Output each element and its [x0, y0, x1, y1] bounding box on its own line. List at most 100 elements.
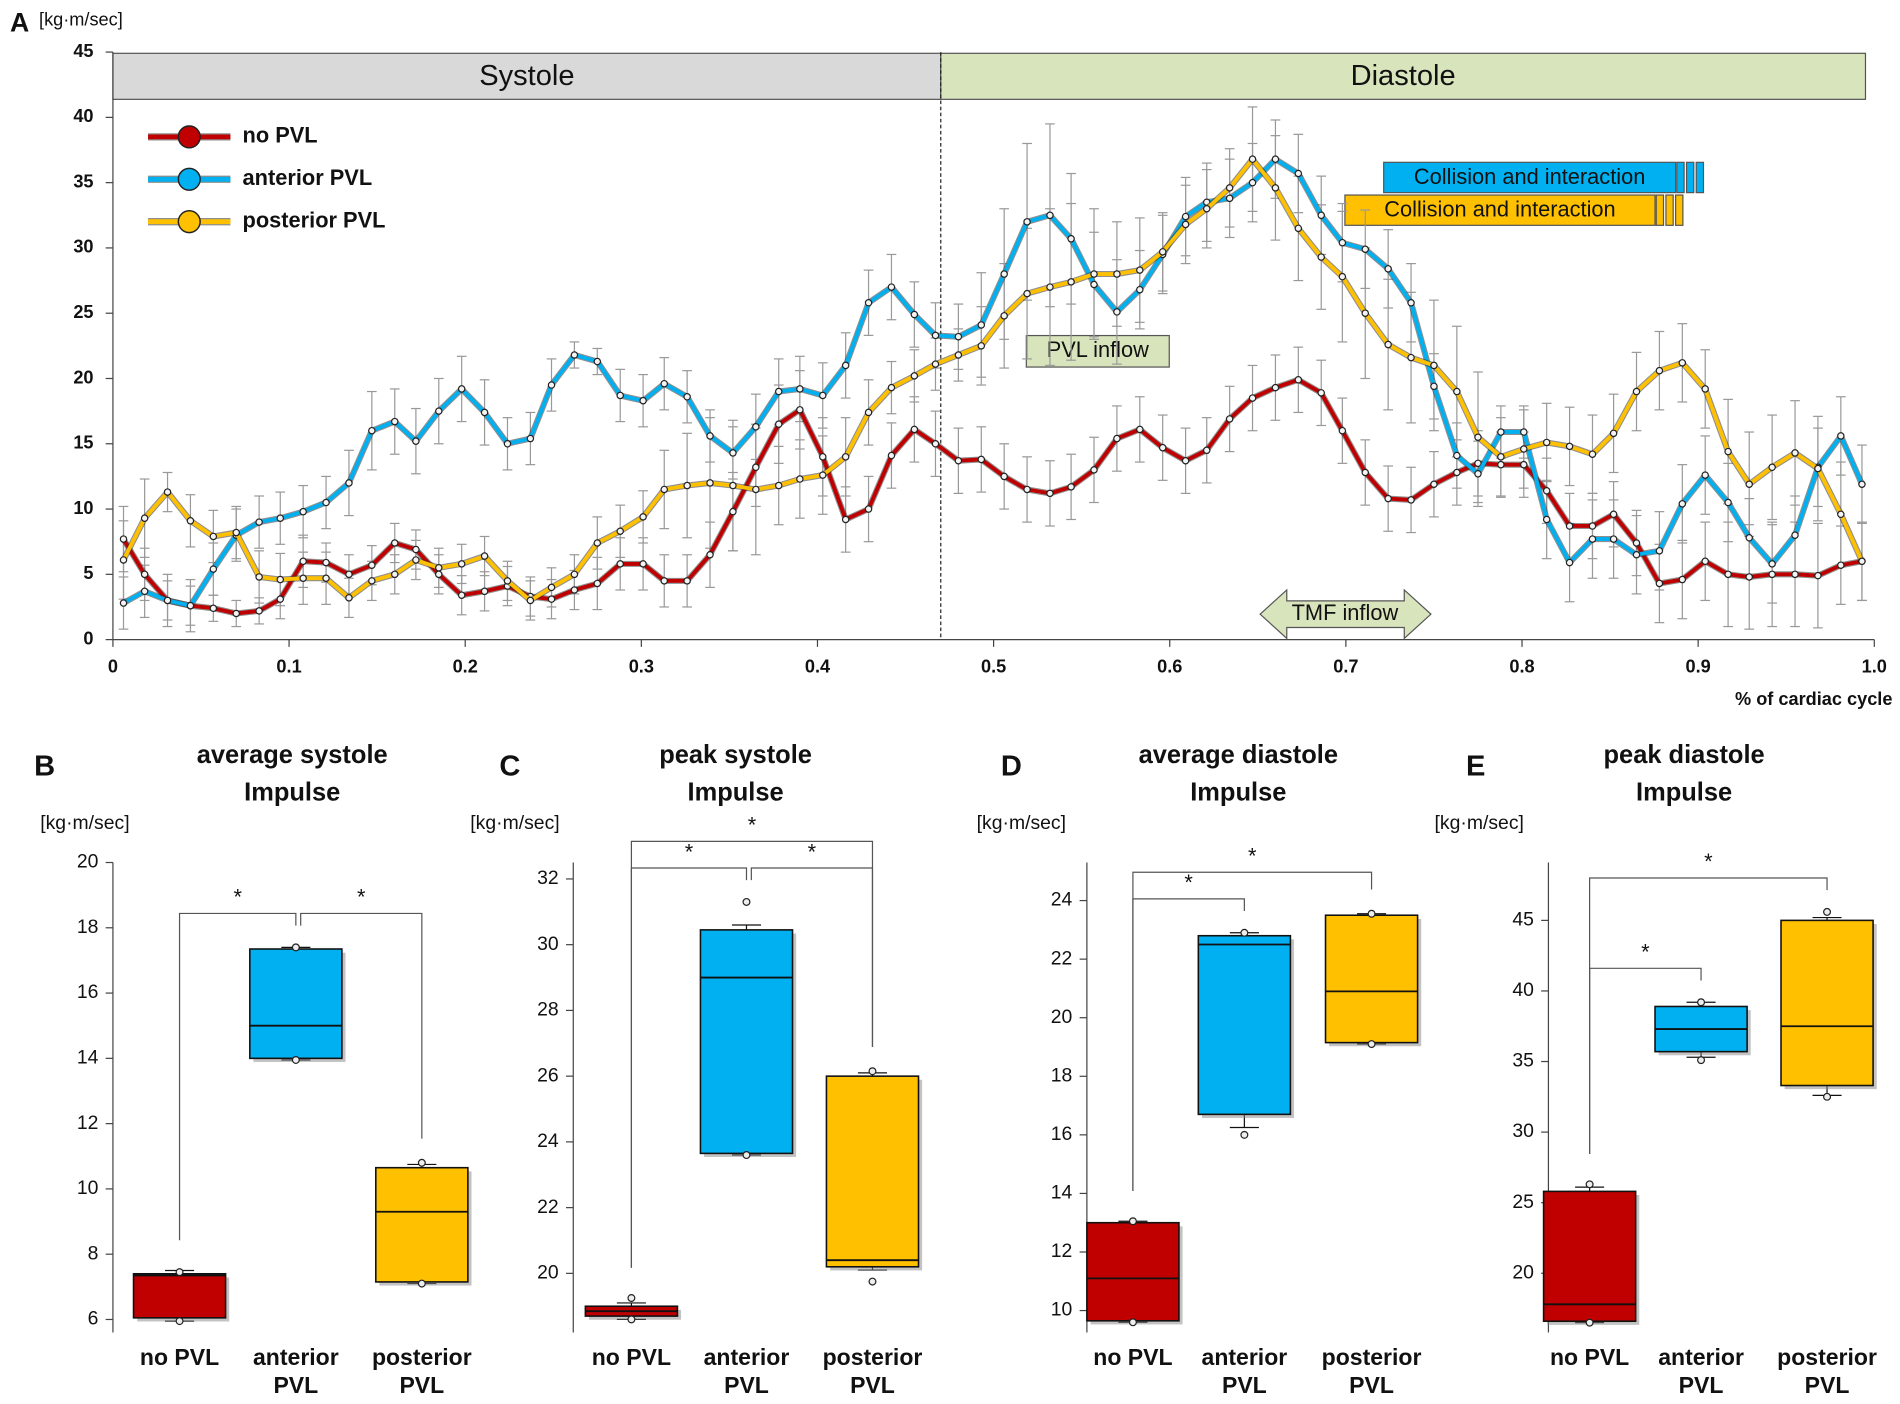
data-point [1136, 266, 1144, 274]
data-point [954, 351, 963, 359]
data-point [1248, 394, 1257, 402]
significance-label: * [357, 885, 366, 910]
data-point [864, 408, 873, 417]
y-axis-unit: [kg·m/sec] [1435, 812, 1524, 834]
data-point [1181, 456, 1190, 465]
data-point [1520, 428, 1528, 436]
significance-bracket [1132, 871, 1373, 1191]
y-tick-label: 40 [1512, 979, 1534, 1001]
data-point [1317, 211, 1325, 220]
annotation: Collision and interaction [1414, 164, 1645, 189]
data-point [232, 528, 240, 537]
box [1086, 1221, 1180, 1322]
data-point [1338, 238, 1347, 247]
y-tick-label: 10 [1051, 1299, 1073, 1321]
data-point [1453, 468, 1461, 477]
data-point [1271, 184, 1280, 192]
data-point [1632, 387, 1641, 396]
annotation-tick [1695, 161, 1705, 194]
data-point [1724, 498, 1732, 507]
annotation-arrow [1259, 588, 1432, 640]
data-point [276, 595, 285, 603]
legend-marker [177, 167, 201, 191]
data-point [1837, 432, 1845, 440]
data-point [1113, 270, 1121, 278]
data-point [1565, 558, 1574, 567]
legend-label: no PVL [243, 123, 318, 148]
data-point [1837, 510, 1845, 519]
phase-label: Diastole [1351, 60, 1456, 92]
phase-band [940, 52, 1867, 100]
y-tick-label: 40 [73, 106, 93, 126]
annotation-tick [1665, 194, 1674, 226]
data-point [1248, 155, 1257, 163]
data-point [186, 601, 195, 610]
data-point [209, 604, 218, 613]
data-point [1588, 450, 1597, 458]
data-point [660, 485, 668, 494]
data-point [977, 342, 986, 350]
category-label-box: posterior PVL [823, 1346, 923, 1399]
y-tick-label: 20 [537, 1261, 559, 1283]
box [132, 1272, 227, 1319]
data-point [1294, 224, 1303, 233]
data-point [119, 535, 128, 543]
data-point [796, 475, 804, 483]
y-tick-label: 45 [1512, 909, 1534, 931]
data-point [1609, 510, 1618, 519]
data-point [1407, 496, 1415, 504]
data-point [291, 1055, 300, 1064]
data-point [1158, 443, 1167, 452]
data-point [1361, 309, 1370, 317]
y-tick-label: 6 [88, 1308, 99, 1330]
data-point [255, 573, 263, 581]
data-point [435, 570, 443, 579]
x-tick-label: 0.5 [981, 656, 1006, 676]
data-point [1588, 535, 1597, 543]
y-tick-label: 16 [1051, 1123, 1073, 1145]
x-tick-label: 0 [108, 656, 118, 676]
data-point [593, 357, 602, 366]
category-label: posterior PVL [1321, 1345, 1422, 1400]
data-point [639, 560, 647, 568]
data-point [1745, 480, 1753, 489]
box [825, 1075, 920, 1268]
data-point [1181, 220, 1190, 229]
data-point [683, 481, 691, 490]
series-line [121, 157, 1864, 603]
annotation-box [1344, 194, 1656, 226]
significance-bracket [1589, 877, 1828, 1155]
legend-marker [177, 125, 201, 149]
data-point [1225, 415, 1234, 423]
data-point [1046, 211, 1054, 220]
category-label: anterior PVL [1658, 1345, 1744, 1400]
data-point [1000, 312, 1008, 320]
category-label-box: posterior PVL [1321, 1345, 1422, 1400]
panel-title-box: average systole Impulse [197, 741, 388, 806]
data-point [796, 385, 804, 393]
data-point [1271, 383, 1280, 392]
data-point [1632, 539, 1641, 547]
category-label: no PVL [139, 1345, 220, 1372]
data-point [526, 434, 535, 443]
data-point [1655, 579, 1664, 588]
data-point [729, 449, 737, 457]
data-point [1128, 1217, 1137, 1226]
legend-label: anterior PVL [243, 165, 373, 190]
data-point [977, 321, 986, 329]
data-point [186, 517, 195, 525]
y-axis-unit: [kg·m/sec] [40, 812, 129, 834]
data-point [1520, 445, 1528, 453]
data-point [1858, 557, 1866, 566]
category-label: anterior PVL [252, 1345, 339, 1400]
data-point [1791, 531, 1799, 539]
data-point [774, 481, 783, 490]
data-point [1632, 550, 1641, 559]
data-point [1240, 928, 1249, 937]
significance-bracket [1589, 967, 1702, 1155]
data-point [140, 514, 149, 522]
data-point [1248, 178, 1257, 187]
annotation: TMF inflow [1292, 600, 1399, 625]
data-point [417, 1158, 426, 1167]
data-point [774, 420, 783, 428]
